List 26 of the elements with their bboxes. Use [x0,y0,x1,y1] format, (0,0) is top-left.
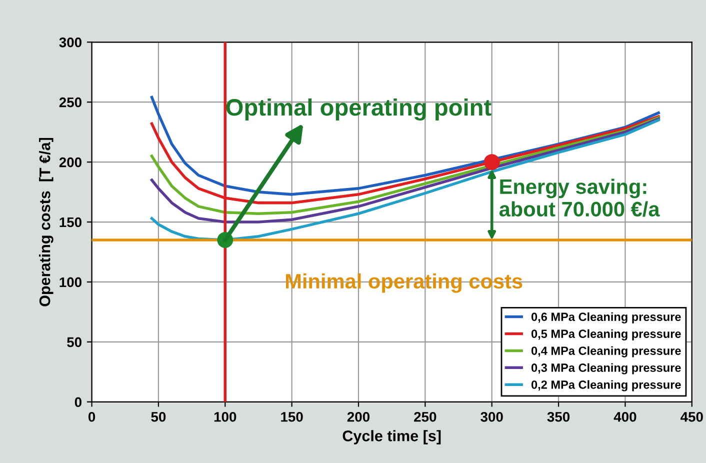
legend-label: 0,6 MPa Cleaning pressure [531,312,681,324]
y-tick-label: 200 [59,157,82,168]
y-tick-label: 100 [60,277,82,288]
x-tick-label: 50 [151,412,166,422]
x-tick-label: 300 [480,412,503,422]
y-tick-label: 150 [60,217,82,228]
x-axis-title: Cycle time [s] [342,430,441,444]
x-tick-label: 150 [281,412,303,422]
y-tick-label: 300 [59,37,82,48]
x-tick-label: 400 [614,412,636,422]
x-tick-label: 0 [88,412,96,422]
x-tick-label: 450 [680,412,703,422]
y-tick-label: 50 [67,337,82,348]
x-tick-label: 100 [214,412,236,422]
x-tick-label: 250 [414,412,436,422]
x-tick-label: 350 [547,412,570,422]
ref-line-label: Minimal operating costs [286,273,522,293]
legend-label: 0,3 MPa Cleaning pressure [531,363,681,374]
annotation: Energy saving: about 70.000 €/a [499,178,660,217]
y-axis-title: Operating costs [T €/a] [39,138,54,306]
y-tick-label: 0 [74,397,82,408]
legend-label: 0,2 MPa Cleaning pressure [531,380,681,392]
y-tick-label: 250 [59,97,82,108]
legend-label: 0,5 MPa Cleaning pressure [531,329,681,340]
x-tick-label: 200 [347,412,370,422]
legend-label: 0,4 MPa Cleaning pressure [531,346,681,358]
